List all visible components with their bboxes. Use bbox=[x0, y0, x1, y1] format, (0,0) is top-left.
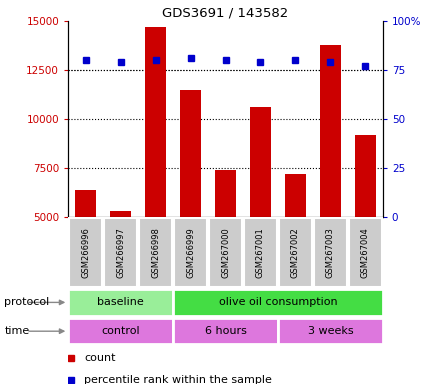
FancyBboxPatch shape bbox=[279, 218, 312, 287]
Text: 3 weeks: 3 weeks bbox=[308, 326, 353, 336]
Text: GSM267004: GSM267004 bbox=[361, 227, 370, 278]
Text: GSM266996: GSM266996 bbox=[81, 227, 90, 278]
Bar bbox=[215, 170, 236, 217]
Text: protocol: protocol bbox=[4, 297, 50, 308]
FancyBboxPatch shape bbox=[314, 218, 347, 287]
Text: control: control bbox=[101, 326, 140, 336]
Text: GSM267003: GSM267003 bbox=[326, 227, 335, 278]
Text: baseline: baseline bbox=[97, 297, 144, 308]
Bar bbox=[75, 190, 96, 217]
Text: GSM266998: GSM266998 bbox=[151, 227, 160, 278]
FancyBboxPatch shape bbox=[68, 289, 173, 316]
Text: count: count bbox=[84, 353, 115, 363]
FancyBboxPatch shape bbox=[69, 218, 103, 287]
Text: GSM266999: GSM266999 bbox=[186, 227, 195, 278]
Text: time: time bbox=[4, 326, 29, 336]
Text: percentile rank within the sample: percentile rank within the sample bbox=[84, 376, 272, 384]
FancyBboxPatch shape bbox=[104, 218, 137, 287]
Bar bbox=[145, 27, 166, 217]
FancyBboxPatch shape bbox=[68, 318, 173, 344]
Bar bbox=[320, 45, 341, 217]
Bar bbox=[285, 174, 306, 217]
Bar bbox=[355, 135, 376, 217]
FancyBboxPatch shape bbox=[244, 218, 277, 287]
Title: GDS3691 / 143582: GDS3691 / 143582 bbox=[162, 7, 289, 20]
Bar bbox=[180, 90, 201, 217]
Bar bbox=[110, 211, 131, 217]
Bar bbox=[250, 107, 271, 217]
FancyBboxPatch shape bbox=[173, 318, 278, 344]
FancyBboxPatch shape bbox=[348, 218, 382, 287]
FancyBboxPatch shape bbox=[173, 289, 383, 316]
FancyBboxPatch shape bbox=[278, 318, 383, 344]
Text: GSM267002: GSM267002 bbox=[291, 227, 300, 278]
Text: olive oil consumption: olive oil consumption bbox=[219, 297, 337, 308]
Text: GSM266997: GSM266997 bbox=[116, 227, 125, 278]
FancyBboxPatch shape bbox=[139, 218, 172, 287]
Text: 6 hours: 6 hours bbox=[205, 326, 246, 336]
FancyBboxPatch shape bbox=[174, 218, 207, 287]
Text: GSM267001: GSM267001 bbox=[256, 227, 265, 278]
Text: GSM267000: GSM267000 bbox=[221, 227, 230, 278]
FancyBboxPatch shape bbox=[209, 218, 242, 287]
